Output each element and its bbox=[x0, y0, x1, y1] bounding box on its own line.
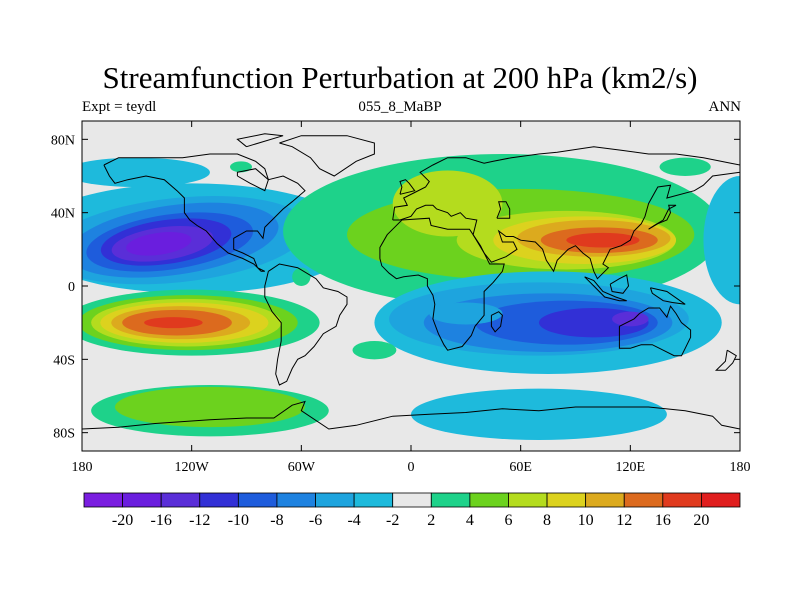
coastline-new-guinea bbox=[649, 287, 686, 305]
colorbar-swatch bbox=[508, 492, 548, 508]
colorbar-swatch bbox=[199, 492, 239, 508]
experiment-label: Expt = teydl bbox=[82, 99, 157, 115]
colorbar-swatch bbox=[122, 492, 162, 508]
lon-tick-label: 120E bbox=[616, 460, 646, 475]
coastline-africa bbox=[379, 217, 505, 351]
coastline-japan bbox=[648, 204, 677, 230]
contour-s-pacific-l15 bbox=[144, 317, 203, 329]
colorbar-swatch bbox=[353, 492, 394, 508]
colorbar-label: 16 bbox=[655, 512, 671, 529]
coastline-caspian bbox=[496, 201, 511, 219]
lon-tick-label: 60E bbox=[509, 460, 532, 475]
lon-tick-label: 0 bbox=[408, 460, 415, 475]
contour-atlantic-green bbox=[352, 341, 397, 360]
lon-tick-label: 60W bbox=[288, 460, 316, 475]
contour-subantarctic-blue bbox=[411, 388, 667, 441]
coastline-australia bbox=[618, 305, 692, 357]
colorbar-label: -8 bbox=[270, 512, 283, 529]
contour-asia-l15 bbox=[566, 232, 640, 248]
coastline-greenland bbox=[279, 135, 375, 177]
contour-southern-l10 bbox=[114, 386, 305, 428]
season-label: ANN bbox=[708, 99, 742, 115]
colorbar-label: -20 bbox=[112, 512, 133, 529]
lat-tick-label: 40S bbox=[53, 353, 75, 368]
coastline-new-zealand bbox=[714, 349, 737, 371]
colorbar-swatch bbox=[315, 492, 355, 508]
colorbar-label: 8 bbox=[543, 512, 551, 529]
colorbar-label: 6 bbox=[504, 512, 512, 529]
colorbar-label: 4 bbox=[466, 512, 474, 529]
plot-title: Streamfunction Perturbation at 200 hPa (… bbox=[102, 60, 698, 95]
contour-n-pacific-l1 bbox=[126, 232, 192, 256]
coastline-antarctica bbox=[82, 400, 740, 430]
contour-s-indian-l2 bbox=[612, 311, 649, 327]
coastline-ellesmere bbox=[236, 133, 284, 148]
colorbar-label: 10 bbox=[578, 512, 594, 529]
colorbar-swatch bbox=[237, 492, 278, 508]
contour-arctic-green-2 bbox=[659, 157, 711, 176]
colorbar-label: 12 bbox=[616, 512, 632, 529]
colorbar-label: -2 bbox=[386, 512, 399, 529]
lat-tick-label: 0 bbox=[68, 280, 75, 295]
coastline-south-america bbox=[264, 263, 348, 386]
colorbar-swatch bbox=[392, 492, 432, 508]
contour-arctic-blue-left bbox=[82, 157, 210, 187]
colorbar-swatch bbox=[469, 492, 509, 508]
coastline-north-america bbox=[103, 153, 306, 272]
colorbar-swatch bbox=[160, 492, 201, 508]
colorbar-swatch bbox=[585, 492, 625, 508]
lat-tick-label: 80S bbox=[53, 427, 75, 442]
coastlines bbox=[82, 133, 740, 430]
coastline-uk bbox=[399, 179, 416, 195]
colorbar-label: -6 bbox=[309, 512, 322, 529]
colorbar-label: 2 bbox=[427, 512, 435, 529]
coastline-madagascar bbox=[490, 311, 503, 333]
colorbar-swatch bbox=[276, 492, 316, 508]
lat-tick-label: 80N bbox=[51, 133, 75, 148]
coastline-eurasia bbox=[392, 146, 740, 280]
colorbar-label: 20 bbox=[693, 512, 709, 529]
colorbar-label: -16 bbox=[151, 512, 172, 529]
colorbar-swatch bbox=[546, 492, 587, 508]
coastline-indonesia bbox=[584, 276, 627, 302]
lon-axis: 180 120W 60W 0 60E 120E 180 bbox=[72, 121, 751, 475]
contour-arctic-green-1 bbox=[230, 161, 252, 173]
lat-axis: 80N 40N 0 40S 80S bbox=[51, 133, 740, 442]
lon-tick-label: 180 bbox=[72, 460, 93, 475]
case-label: 055_8_MaBP bbox=[358, 99, 442, 115]
coastline-hudson-bay bbox=[236, 168, 269, 192]
lon-tick-label: 180 bbox=[730, 460, 751, 475]
colorbar-label: -10 bbox=[228, 512, 249, 529]
colorbar-label: -12 bbox=[189, 512, 210, 529]
lon-tick-label: 120W bbox=[175, 460, 210, 475]
colorbar-label: -4 bbox=[347, 512, 360, 529]
colorbar-swatch bbox=[430, 492, 471, 508]
colorbar-swatch bbox=[662, 492, 702, 508]
lat-tick-label: 40N bbox=[51, 207, 75, 222]
coastline-borneo bbox=[609, 274, 630, 294]
colorbar-swatch bbox=[623, 492, 664, 508]
contour-africa-green bbox=[392, 170, 503, 237]
contour-dateline-blue-east bbox=[703, 176, 740, 305]
colorbar: -20 -16 -12 -10 -8 -6 -4 -2 2 4 6 8 10 12 16 20 bbox=[83, 492, 741, 529]
colorbar-swatch bbox=[83, 492, 123, 508]
colorbar-swatch bbox=[701, 492, 741, 508]
